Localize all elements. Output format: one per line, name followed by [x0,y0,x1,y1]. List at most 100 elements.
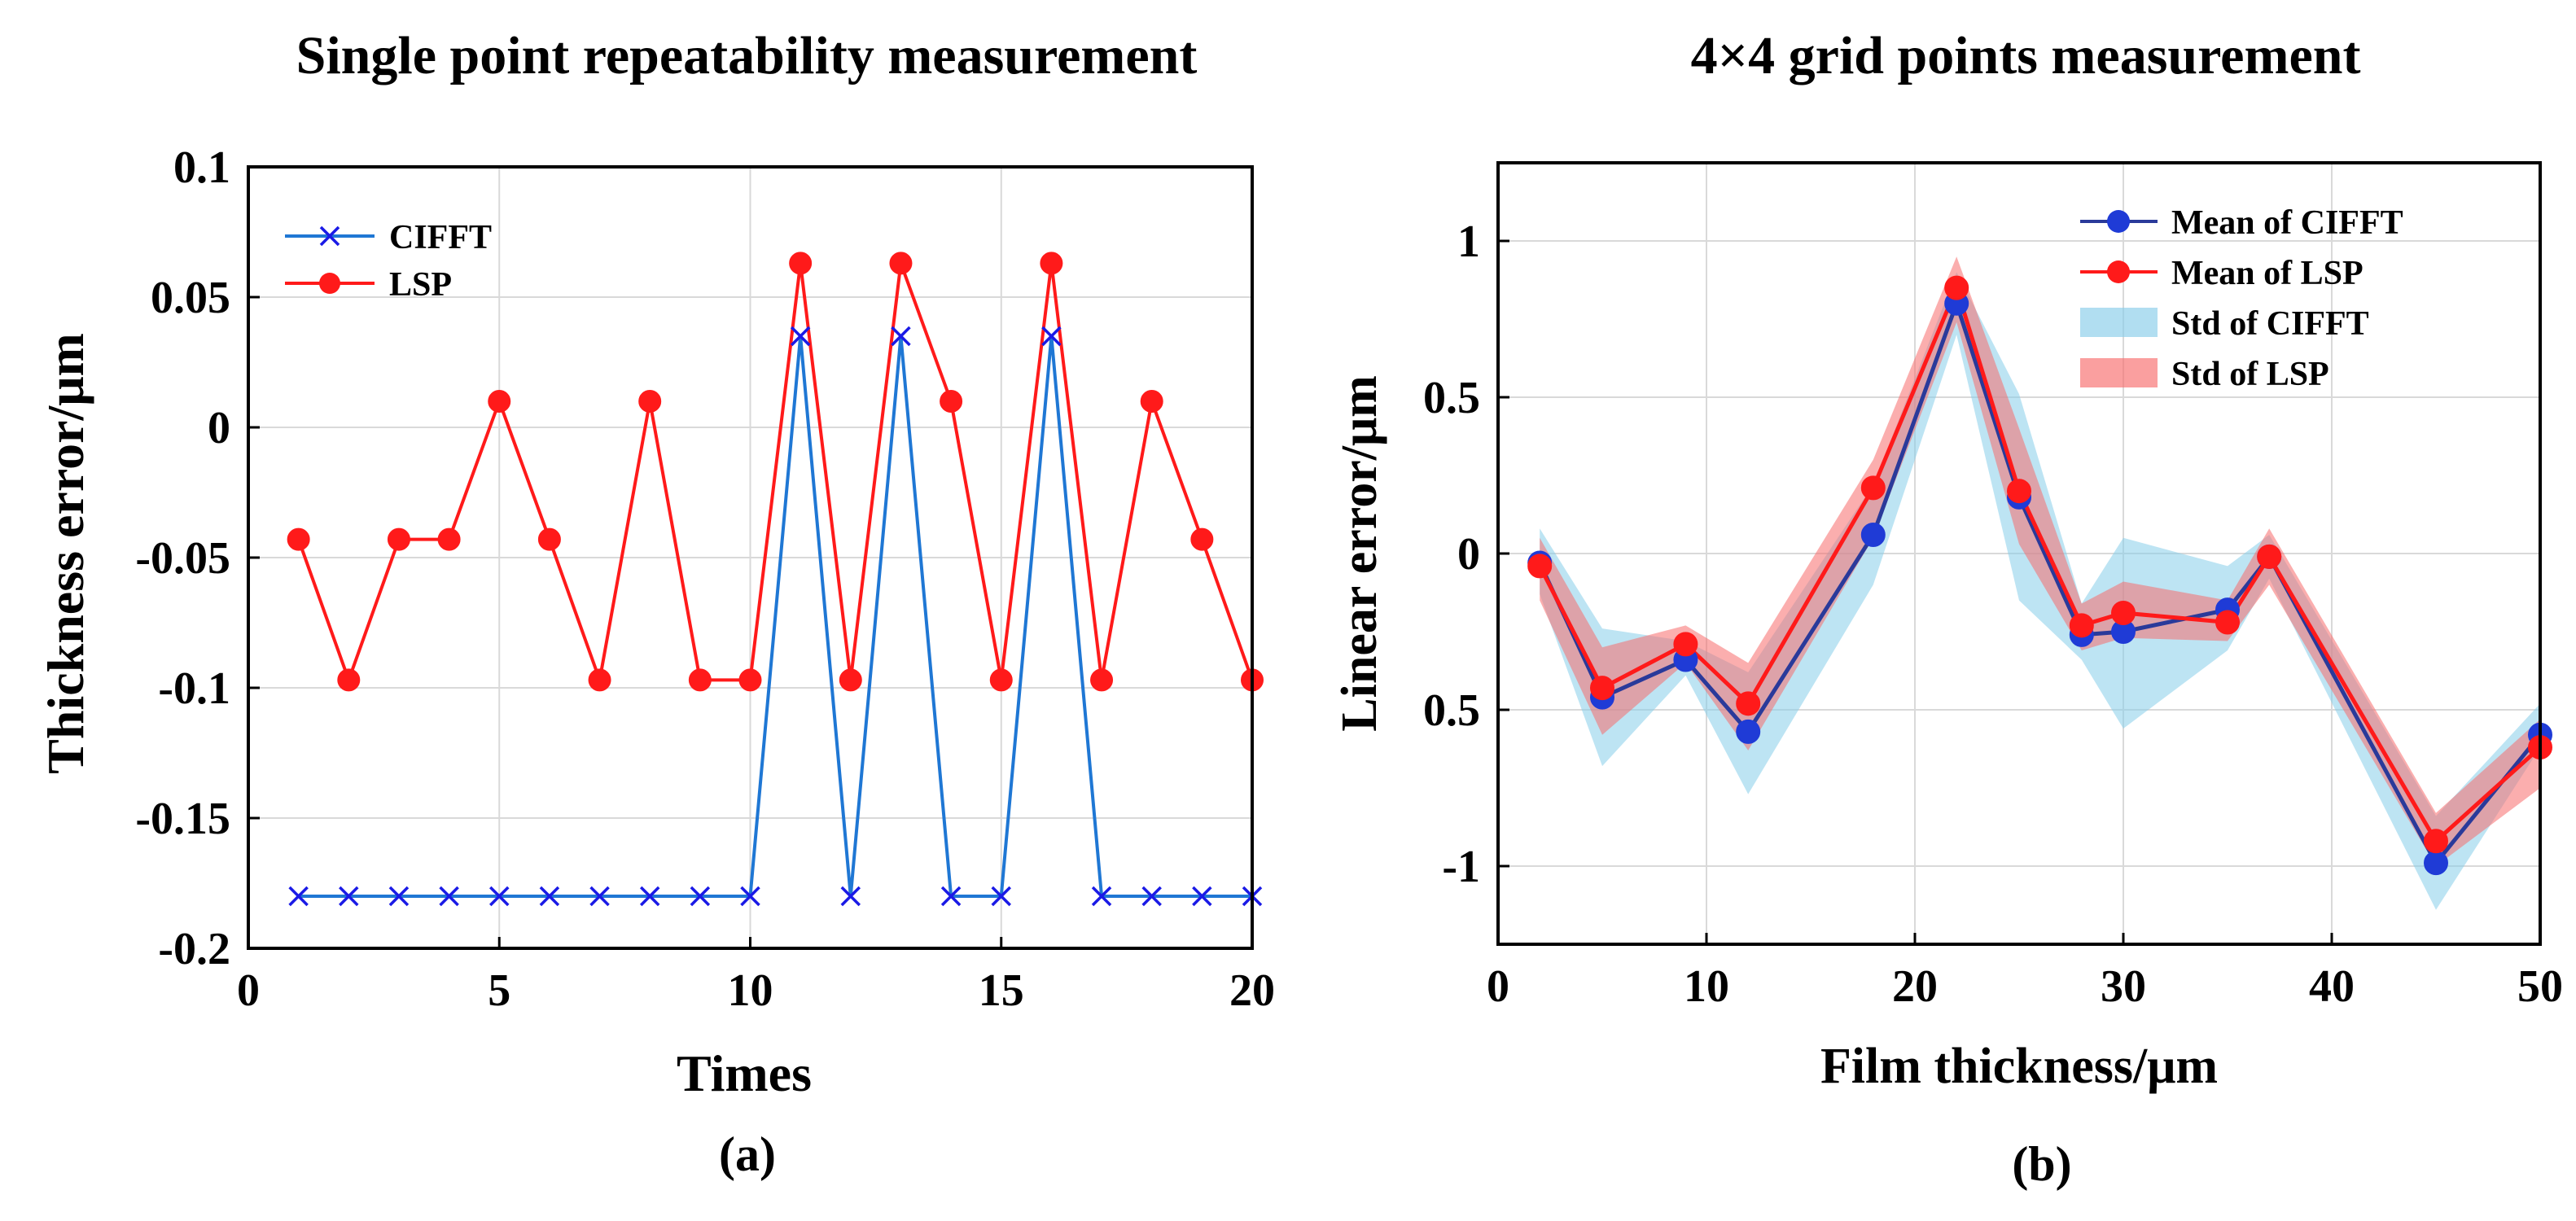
b-legend-label-0: Mean of CIFFT [2171,204,2403,242]
a-ytick-label-2: 0 [208,403,230,453]
a-ytick-label-4: -0.1 [158,663,230,714]
chart-b-legend: Mean of CIFFT Mean of LSP Std of CIFFT Std … [2080,204,2403,393]
a-point-cifft-5 [539,886,560,907]
chart-panel-a: Single point repeatability measurement 0… [37,26,1275,1181]
b-legend-swatch-0 [2080,308,2158,337]
a-xtick-label-2: 10 [728,965,773,1016]
a-point-lsp-17 [1140,390,1163,413]
b-ytick-label-1: 0.5 [1423,373,1480,423]
a-series-line-lsp [296,262,1254,687]
chart-b-ylabel: Linear error/μm [1332,375,1387,731]
a-point-cifft-2 [388,886,410,907]
b-point-1-0 [1527,554,1553,579]
a-ytick-label-3: -0.05 [135,533,230,584]
chart-panel-b: 4×4 grid points measurement 0 10 20 30 40 501… [1332,26,2563,1191]
a-point-cifft-11 [840,886,861,907]
a-point-lsp-9 [738,668,762,692]
chart-a-tick-labels: 0 5 10 15 20 0.1 0.05 0 -0.05 -0.1 -0.15 -0.2 [135,142,1275,1016]
a-point-lsp-13 [940,390,963,413]
chart-a-legend: CIFFT LSP [285,219,492,304]
a-legend-label-0: CIFFT [389,219,492,256]
a-xtick-label-0: 0 [237,965,260,1016]
a-legend-label-1: LSP [389,266,452,304]
chart-a-panel-label: (a) [719,1127,776,1181]
chart-a-ylabel: Thickness error/μm [37,333,94,774]
a-point-cifft-12 [891,326,911,347]
chart-a-xlabel: Times [677,1044,812,1102]
b-ytick-label-3: 0.5 [1423,685,1480,736]
chart-b-bands [1540,256,2540,910]
a-point-lsp-16 [1090,668,1114,692]
b-legend-label-1: Mean of LSP [2171,255,2364,292]
b-ytick-label-2: 0 [1457,529,1480,580]
b-legend-band-label-1: Std of LSP [2171,356,2329,393]
b-ytick-label-4: -1 [1442,842,1480,892]
a-point-cifft-16 [1091,886,1112,907]
a-point-lsp-6 [588,668,611,692]
b-point-1-6 [2007,479,2031,504]
a-point-lsp-15 [1040,252,1063,275]
a-legend-marker-0 [319,225,340,247]
a-point-cifft-8 [690,886,711,907]
b-point-1-1 [1590,676,1614,701]
a-point-lsp-1 [337,668,361,692]
a-ytick-label-0: 0.1 [173,142,230,193]
a-point-lsp-2 [387,527,410,551]
chart-a-axes [247,165,1254,950]
b-legend-band-label-0: Std of CIFFT [2171,305,2369,343]
b-plot-frame [1496,161,2542,946]
b-band-0 [1540,272,2540,910]
b-xtick-label-0: 0 [1487,961,1509,1012]
b-point-1-7 [2069,613,2094,638]
a-point-lsp-18 [1190,527,1214,551]
a-point-lsp-4 [488,390,511,413]
b-point-1-4 [1860,475,1886,501]
a-point-lsp-5 [537,527,561,551]
a-point-lsp-14 [989,668,1013,692]
a-ytick-label-1: 0.05 [151,273,230,323]
b-point-0-11 [2424,851,2448,876]
a-point-lsp-7 [638,390,662,413]
b-band-1 [1540,256,2540,866]
b-point-1-5 [1944,275,1969,300]
chart-b-series [1527,275,2552,876]
a-point-cifft-3 [439,886,459,907]
chart-b-xlabel: Film thickness/μm [1820,1039,2218,1094]
a-series-line-cifft [298,335,1252,898]
a-point-cifft-4 [489,886,510,907]
b-point-1-8 [2111,600,2136,625]
a-point-lsp-10 [789,252,813,275]
b-point-1-9 [2215,610,2240,635]
a-point-lsp-3 [437,527,461,551]
a-point-cifft-0 [288,886,309,907]
b-xtick-label-4: 40 [2309,961,2355,1012]
a-point-lsp-0 [287,527,310,551]
b-xtick-label-2: 20 [1892,961,1938,1012]
a-ytick-label-6: -0.2 [158,924,230,974]
a-point-cifft-18 [1192,886,1212,907]
a-point-cifft-14 [991,886,1011,907]
chart-b-tick-labels: 0 10 20 30 40 50 1 0.5 0 0.5 -1 [1423,217,2563,1012]
a-point-cifft-17 [1141,886,1162,907]
b-xtick-label-5: 50 [2517,961,2563,1012]
a-ytick-label-5: -0.15 [135,794,230,844]
a-xtick-label-3: 15 [979,965,1024,1016]
a-xtick-label-1: 5 [488,965,510,1016]
a-point-cifft-9 [740,886,760,907]
b-point-1-2 [1673,632,1698,657]
a-point-cifft-6 [589,886,610,907]
b-legend-marker-1 [2107,260,2130,283]
b-xtick-label-1: 10 [1684,961,1729,1012]
a-xtick-label-4: 20 [1229,965,1275,1016]
a-point-lsp-8 [688,668,712,692]
chart-a-title: Single point repeatability measurement [296,26,1198,85]
b-legend-marker-0 [2107,210,2130,233]
a-point-lsp-12 [889,252,913,275]
chart-b-panel-label: (b) [2012,1137,2071,1191]
b-point-1-11 [2424,829,2448,854]
b-point-0-3 [1736,719,1761,744]
a-point-cifft-7 [639,886,660,907]
b-ytick-label-0: 1 [1457,217,1480,267]
chart-a-series [287,252,1264,907]
a-legend-marker-1 [319,273,340,294]
